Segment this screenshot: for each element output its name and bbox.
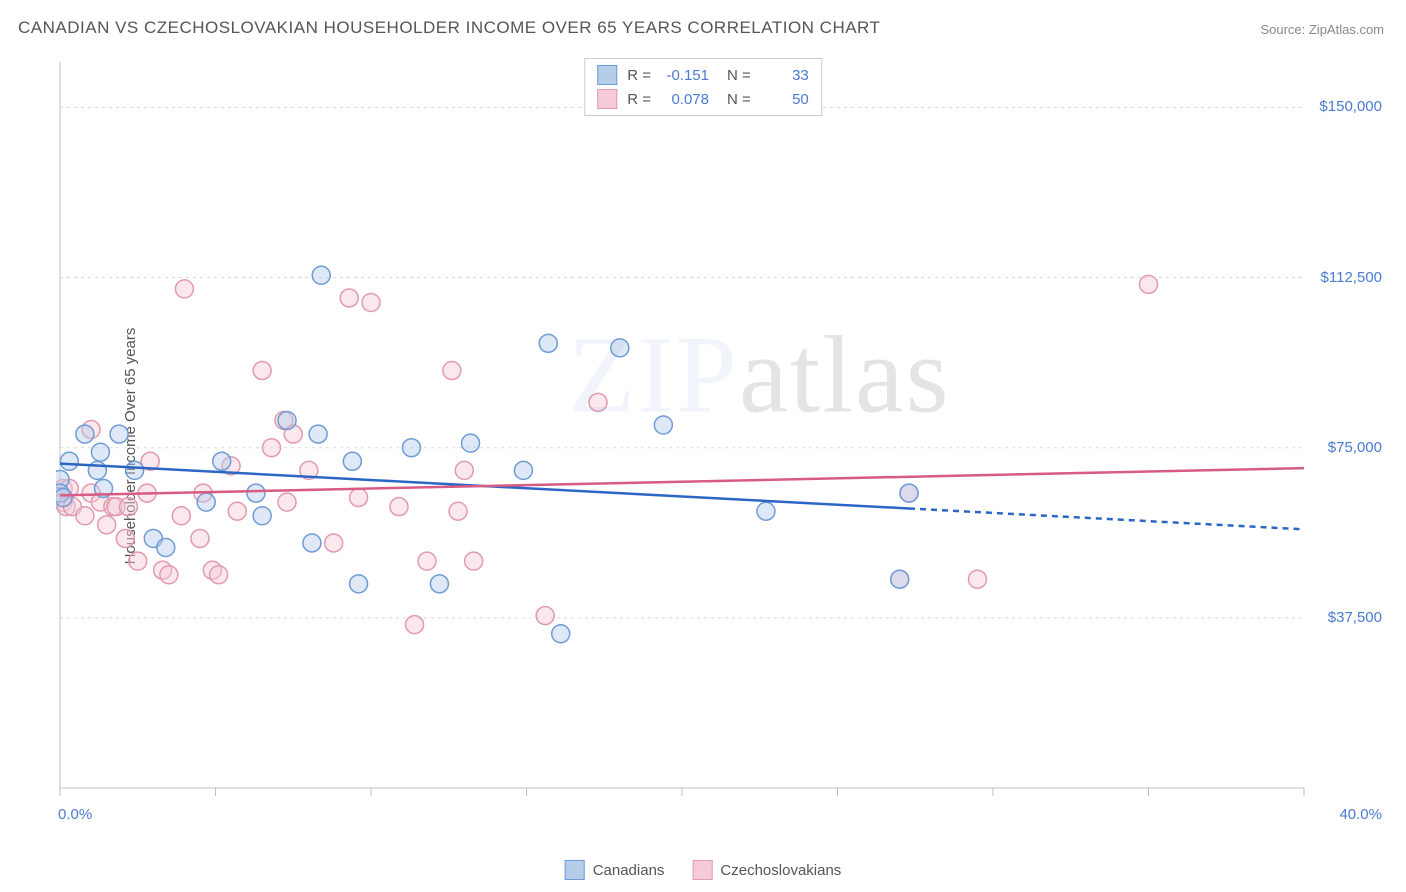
r-value: 0.078 (661, 91, 709, 108)
legend-label: Czechoslovakians (720, 862, 841, 879)
correlation-stats-box: R = -0.151 N = 33 R = 0.078 N = 50 (584, 58, 822, 116)
legend: Canadians Czechoslovakians (565, 860, 842, 880)
legend-swatch-icon (565, 860, 585, 880)
r-value: -0.151 (661, 67, 709, 84)
n-label: N = (727, 91, 751, 108)
r-label: R = (627, 67, 651, 84)
legend-item-czechoslovakians: Czechoslovakians (692, 860, 841, 880)
n-value: 50 (761, 91, 809, 108)
n-value: 33 (761, 67, 809, 84)
stats-swatch-icon (597, 65, 617, 85)
scatter-plot (56, 54, 1386, 834)
n-label: N = (727, 67, 751, 84)
x-max-label: 40.0% (1339, 806, 1382, 823)
legend-label: Canadians (593, 862, 665, 879)
legend-swatch-icon (692, 860, 712, 880)
stats-row-czechoslovakians: R = 0.078 N = 50 (585, 87, 821, 111)
stats-row-canadians: R = -0.151 N = 33 (585, 63, 821, 87)
x-min-label: 0.0% (58, 806, 92, 823)
y-tick-label: $75,000 (1328, 439, 1382, 456)
r-label: R = (627, 91, 651, 108)
legend-item-canadians: Canadians (565, 860, 665, 880)
stats-swatch-icon (597, 89, 617, 109)
y-tick-label: $37,500 (1328, 609, 1382, 626)
chart-title: CANADIAN VS CZECHOSLOVAKIAN HOUSEHOLDER … (18, 18, 880, 38)
y-tick-label: $112,500 (1321, 269, 1382, 286)
y-tick-label: $150,000 (1319, 98, 1382, 115)
source-attribution: Source: ZipAtlas.com (1260, 22, 1384, 37)
